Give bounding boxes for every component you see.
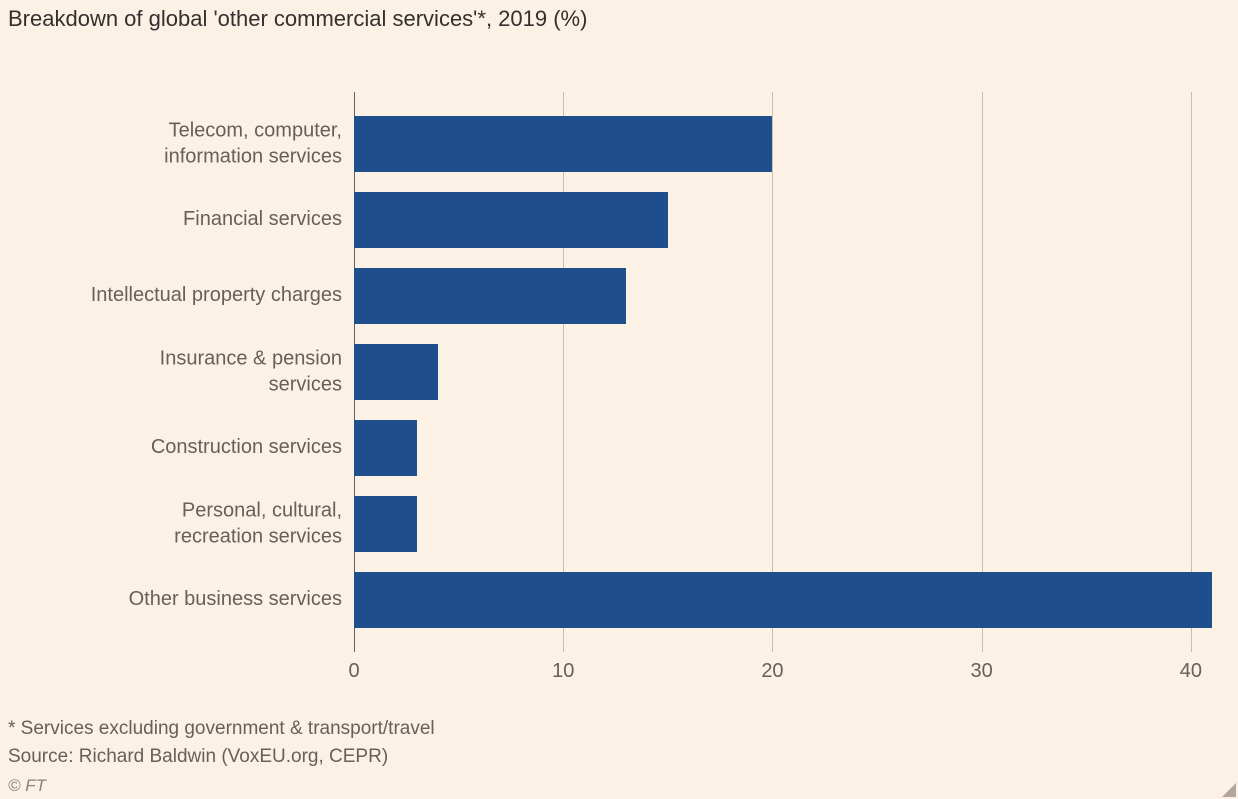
chart-row: Intellectual property charges xyxy=(354,258,1216,334)
bar xyxy=(354,268,626,324)
x-tick-label: 10 xyxy=(552,660,574,683)
bar xyxy=(354,192,668,248)
bar xyxy=(354,420,417,476)
category-label: Personal, cultural, recreation services xyxy=(2,498,354,549)
x-tick-label: 30 xyxy=(971,660,993,683)
bar xyxy=(354,344,438,400)
chart-row: Personal, cultural, recreation services xyxy=(354,486,1216,562)
chart-row: Insurance & pension services xyxy=(354,334,1216,410)
chart-row: Financial services xyxy=(354,182,1216,258)
chart-row: Construction services xyxy=(354,410,1216,486)
ft-corner-icon xyxy=(1222,783,1236,797)
bar xyxy=(354,116,772,172)
chart-row: Telecom, computer, information services xyxy=(354,106,1216,182)
category-label: Insurance & pension services xyxy=(2,346,354,397)
chart-copyright: © FT xyxy=(8,776,46,796)
bar xyxy=(354,496,417,552)
chart-row: Other business services xyxy=(354,562,1216,638)
category-label: Intellectual property charges xyxy=(2,283,354,309)
bar xyxy=(354,572,1212,628)
chart-footnote: * Services excluding government & transp… xyxy=(8,718,435,740)
category-label: Telecom, computer, information services xyxy=(2,118,354,169)
plot-area: 010203040Telecom, computer, information … xyxy=(354,92,1216,652)
x-tick-label: 40 xyxy=(1180,660,1202,683)
category-label: Financial services xyxy=(2,207,354,233)
chart-source: Source: Richard Baldwin (VoxEU.org, CEPR… xyxy=(8,746,388,768)
chart-title: Breakdown of global 'other commercial se… xyxy=(8,6,587,32)
x-tick-label: 0 xyxy=(348,660,359,683)
chart-container: Breakdown of global 'other commercial se… xyxy=(0,0,1238,799)
category-label: Construction services xyxy=(2,435,354,461)
x-tick-label: 20 xyxy=(761,660,783,683)
category-label: Other business services xyxy=(2,587,354,613)
